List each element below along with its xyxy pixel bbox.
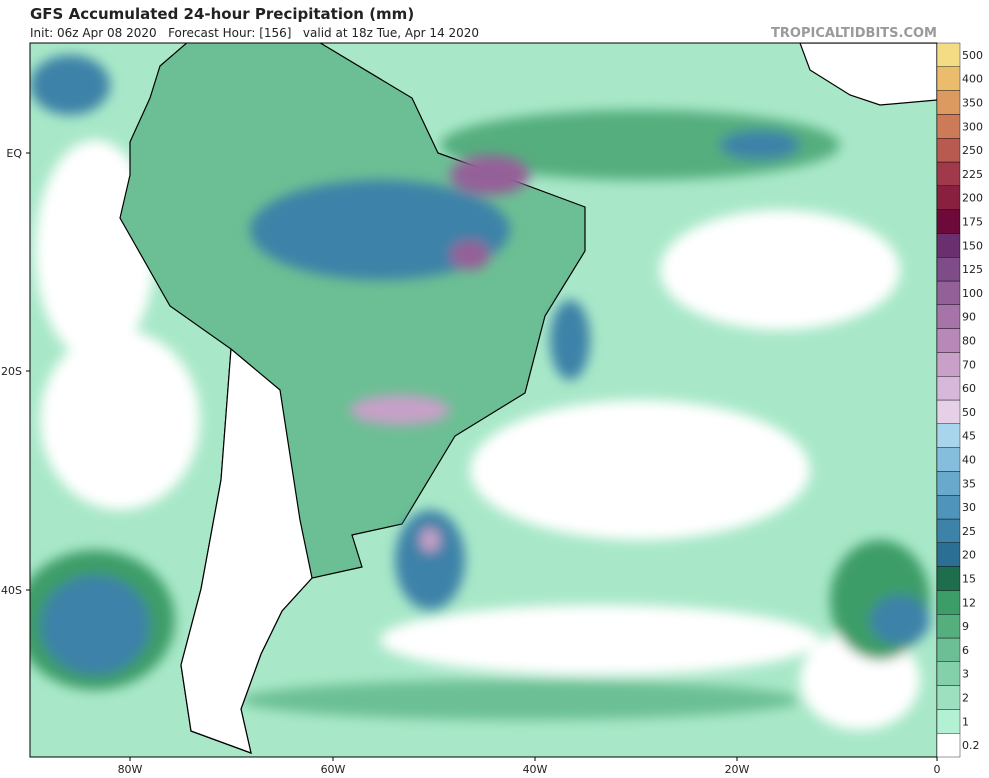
colorbar-swatch <box>936 733 961 758</box>
colorbar-swatch <box>936 495 961 520</box>
colorbar-label: 175 <box>962 216 983 229</box>
lon-label: 60W <box>321 763 346 776</box>
lat-label: 20S <box>1 365 22 378</box>
colorbar-label: 225 <box>962 168 983 181</box>
colorbar-swatch <box>936 518 961 543</box>
colorbar-swatch <box>936 114 961 139</box>
colorbar-swatch <box>936 42 961 67</box>
colorbar-label: 125 <box>962 263 983 276</box>
colorbar-label: 200 <box>962 192 983 205</box>
colorbar-swatch <box>936 328 961 353</box>
colorbar-swatch <box>936 709 961 734</box>
colorbar-label: 90 <box>962 311 976 324</box>
colorbar-swatch <box>936 471 961 496</box>
colorbar-label: 35 <box>962 477 976 490</box>
colorbar-swatch <box>936 566 961 591</box>
colorbar-swatch <box>936 447 961 472</box>
colorbar-swatch <box>936 399 961 424</box>
colorbar-swatch <box>936 233 961 258</box>
colorbar-swatch <box>936 614 961 639</box>
colorbar-label: 1 <box>962 715 969 728</box>
colorbar-label: 6 <box>962 644 969 657</box>
lon-label: 80W <box>118 763 143 776</box>
colorbar-label: 80 <box>962 335 976 348</box>
colorbar-label: 300 <box>962 120 983 133</box>
colorbar-swatch <box>936 637 961 662</box>
lon-label: 40W <box>523 763 548 776</box>
subtitle: Init: 06z Apr 08 2020 Forecast Hour: [15… <box>30 26 479 40</box>
colorbar-label: 2 <box>962 692 969 705</box>
colorbar-label: 25 <box>962 525 976 538</box>
colorbar-label: 500 <box>962 49 983 62</box>
colorbar-swatch <box>936 590 961 615</box>
colorbar-label: 30 <box>962 501 976 514</box>
colorbar: 0.21236912152025303540455060708090100125… <box>936 42 983 758</box>
colorbar-swatch <box>936 185 961 210</box>
colorbar-swatch <box>936 90 961 115</box>
colorbar-swatch <box>936 280 961 305</box>
colorbar-swatch <box>936 685 961 710</box>
lon-label: 20W <box>725 763 750 776</box>
colorbar-swatch <box>936 304 961 329</box>
colorbar-label: 350 <box>962 97 983 110</box>
colorbar-swatch <box>936 137 961 163</box>
colorbar-swatch <box>936 257 961 282</box>
colorbar-swatch <box>936 161 961 186</box>
colorbar-label: 100 <box>962 287 983 300</box>
colorbar-swatch <box>936 66 961 91</box>
lon-label: 0 <box>934 763 941 776</box>
colorbar-label: 40 <box>962 454 976 467</box>
colorbar-swatch <box>936 376 961 401</box>
colorbar-swatch <box>936 352 961 377</box>
watermark: TROPICALTIDBITS.COM <box>771 26 937 41</box>
colorbar-label: 60 <box>962 382 976 395</box>
colorbar-label: 0.2 <box>962 739 980 752</box>
colorbar-label: 400 <box>962 73 983 86</box>
colorbar-label: 250 <box>962 144 983 157</box>
lat-label: EQ <box>6 147 22 160</box>
colorbar-swatch <box>936 423 961 448</box>
colorbar-swatch <box>936 209 961 234</box>
colorbar-label: 150 <box>962 239 983 252</box>
colorbar-label: 45 <box>962 430 976 443</box>
colorbar-swatch <box>936 661 961 686</box>
colorbar-label: 3 <box>962 668 969 681</box>
colorbar-label: 20 <box>962 549 976 562</box>
colorbar-label: 50 <box>962 406 976 419</box>
colorbar-label: 9 <box>962 620 969 633</box>
precip-field <box>30 43 937 757</box>
colorbar-label: 15 <box>962 573 976 586</box>
colorbar-swatch <box>936 542 961 567</box>
title: GFS Accumulated 24-hour Precipitation (m… <box>30 5 414 23</box>
lat-label: 40S <box>1 584 22 597</box>
colorbar-label: 70 <box>962 358 976 371</box>
colorbar-label: 12 <box>962 596 976 609</box>
